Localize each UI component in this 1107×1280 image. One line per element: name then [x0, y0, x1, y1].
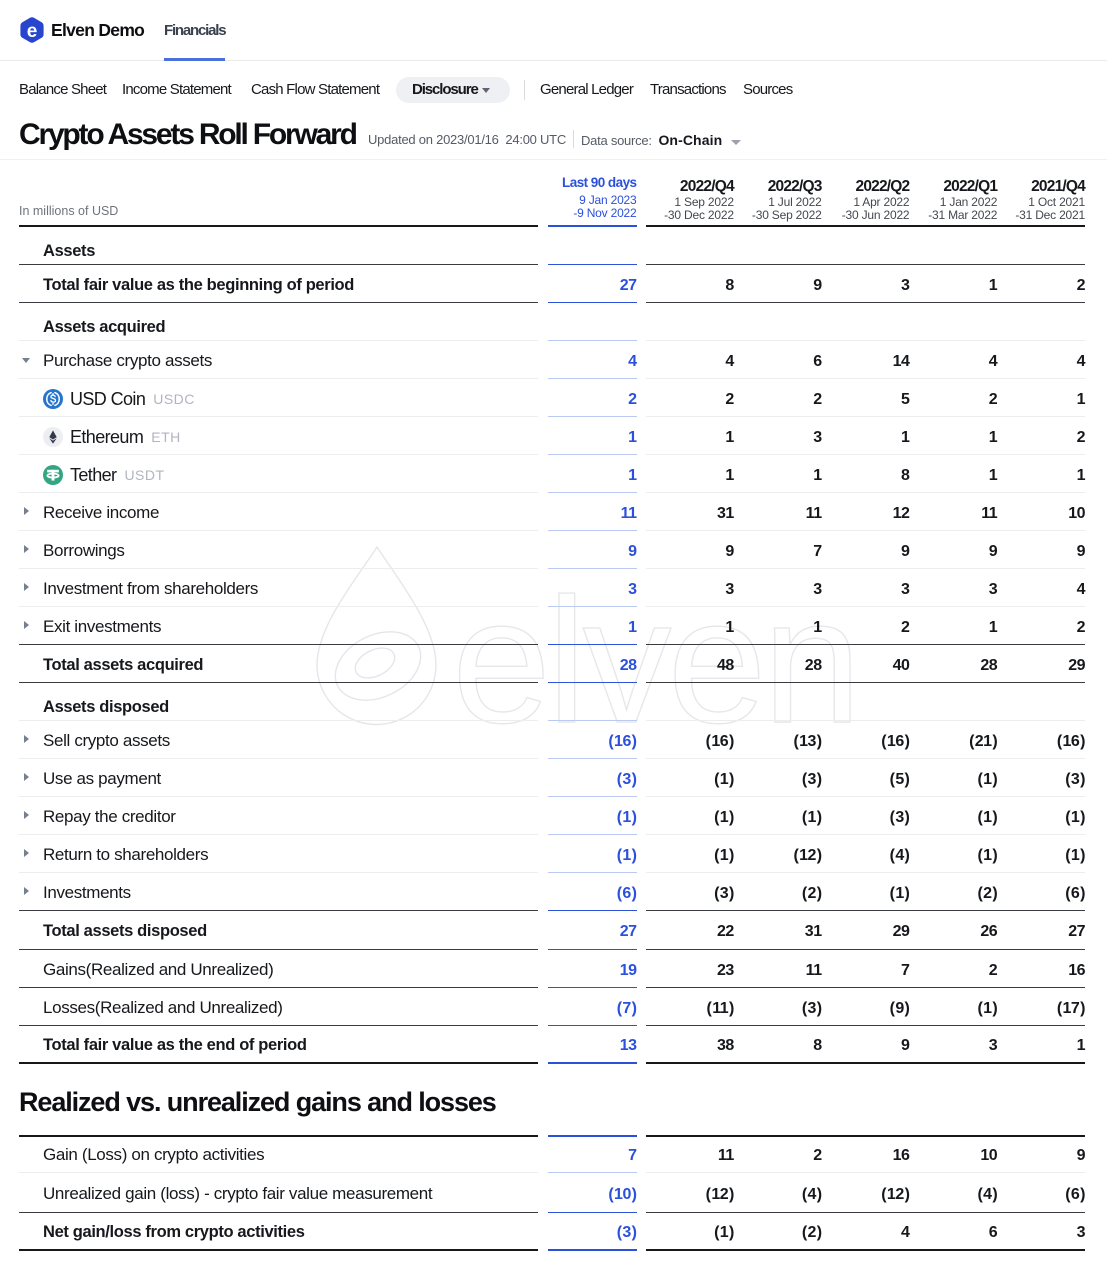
- svg-text:e: e: [27, 21, 38, 42]
- svg-text:elven: elven: [452, 561, 858, 760]
